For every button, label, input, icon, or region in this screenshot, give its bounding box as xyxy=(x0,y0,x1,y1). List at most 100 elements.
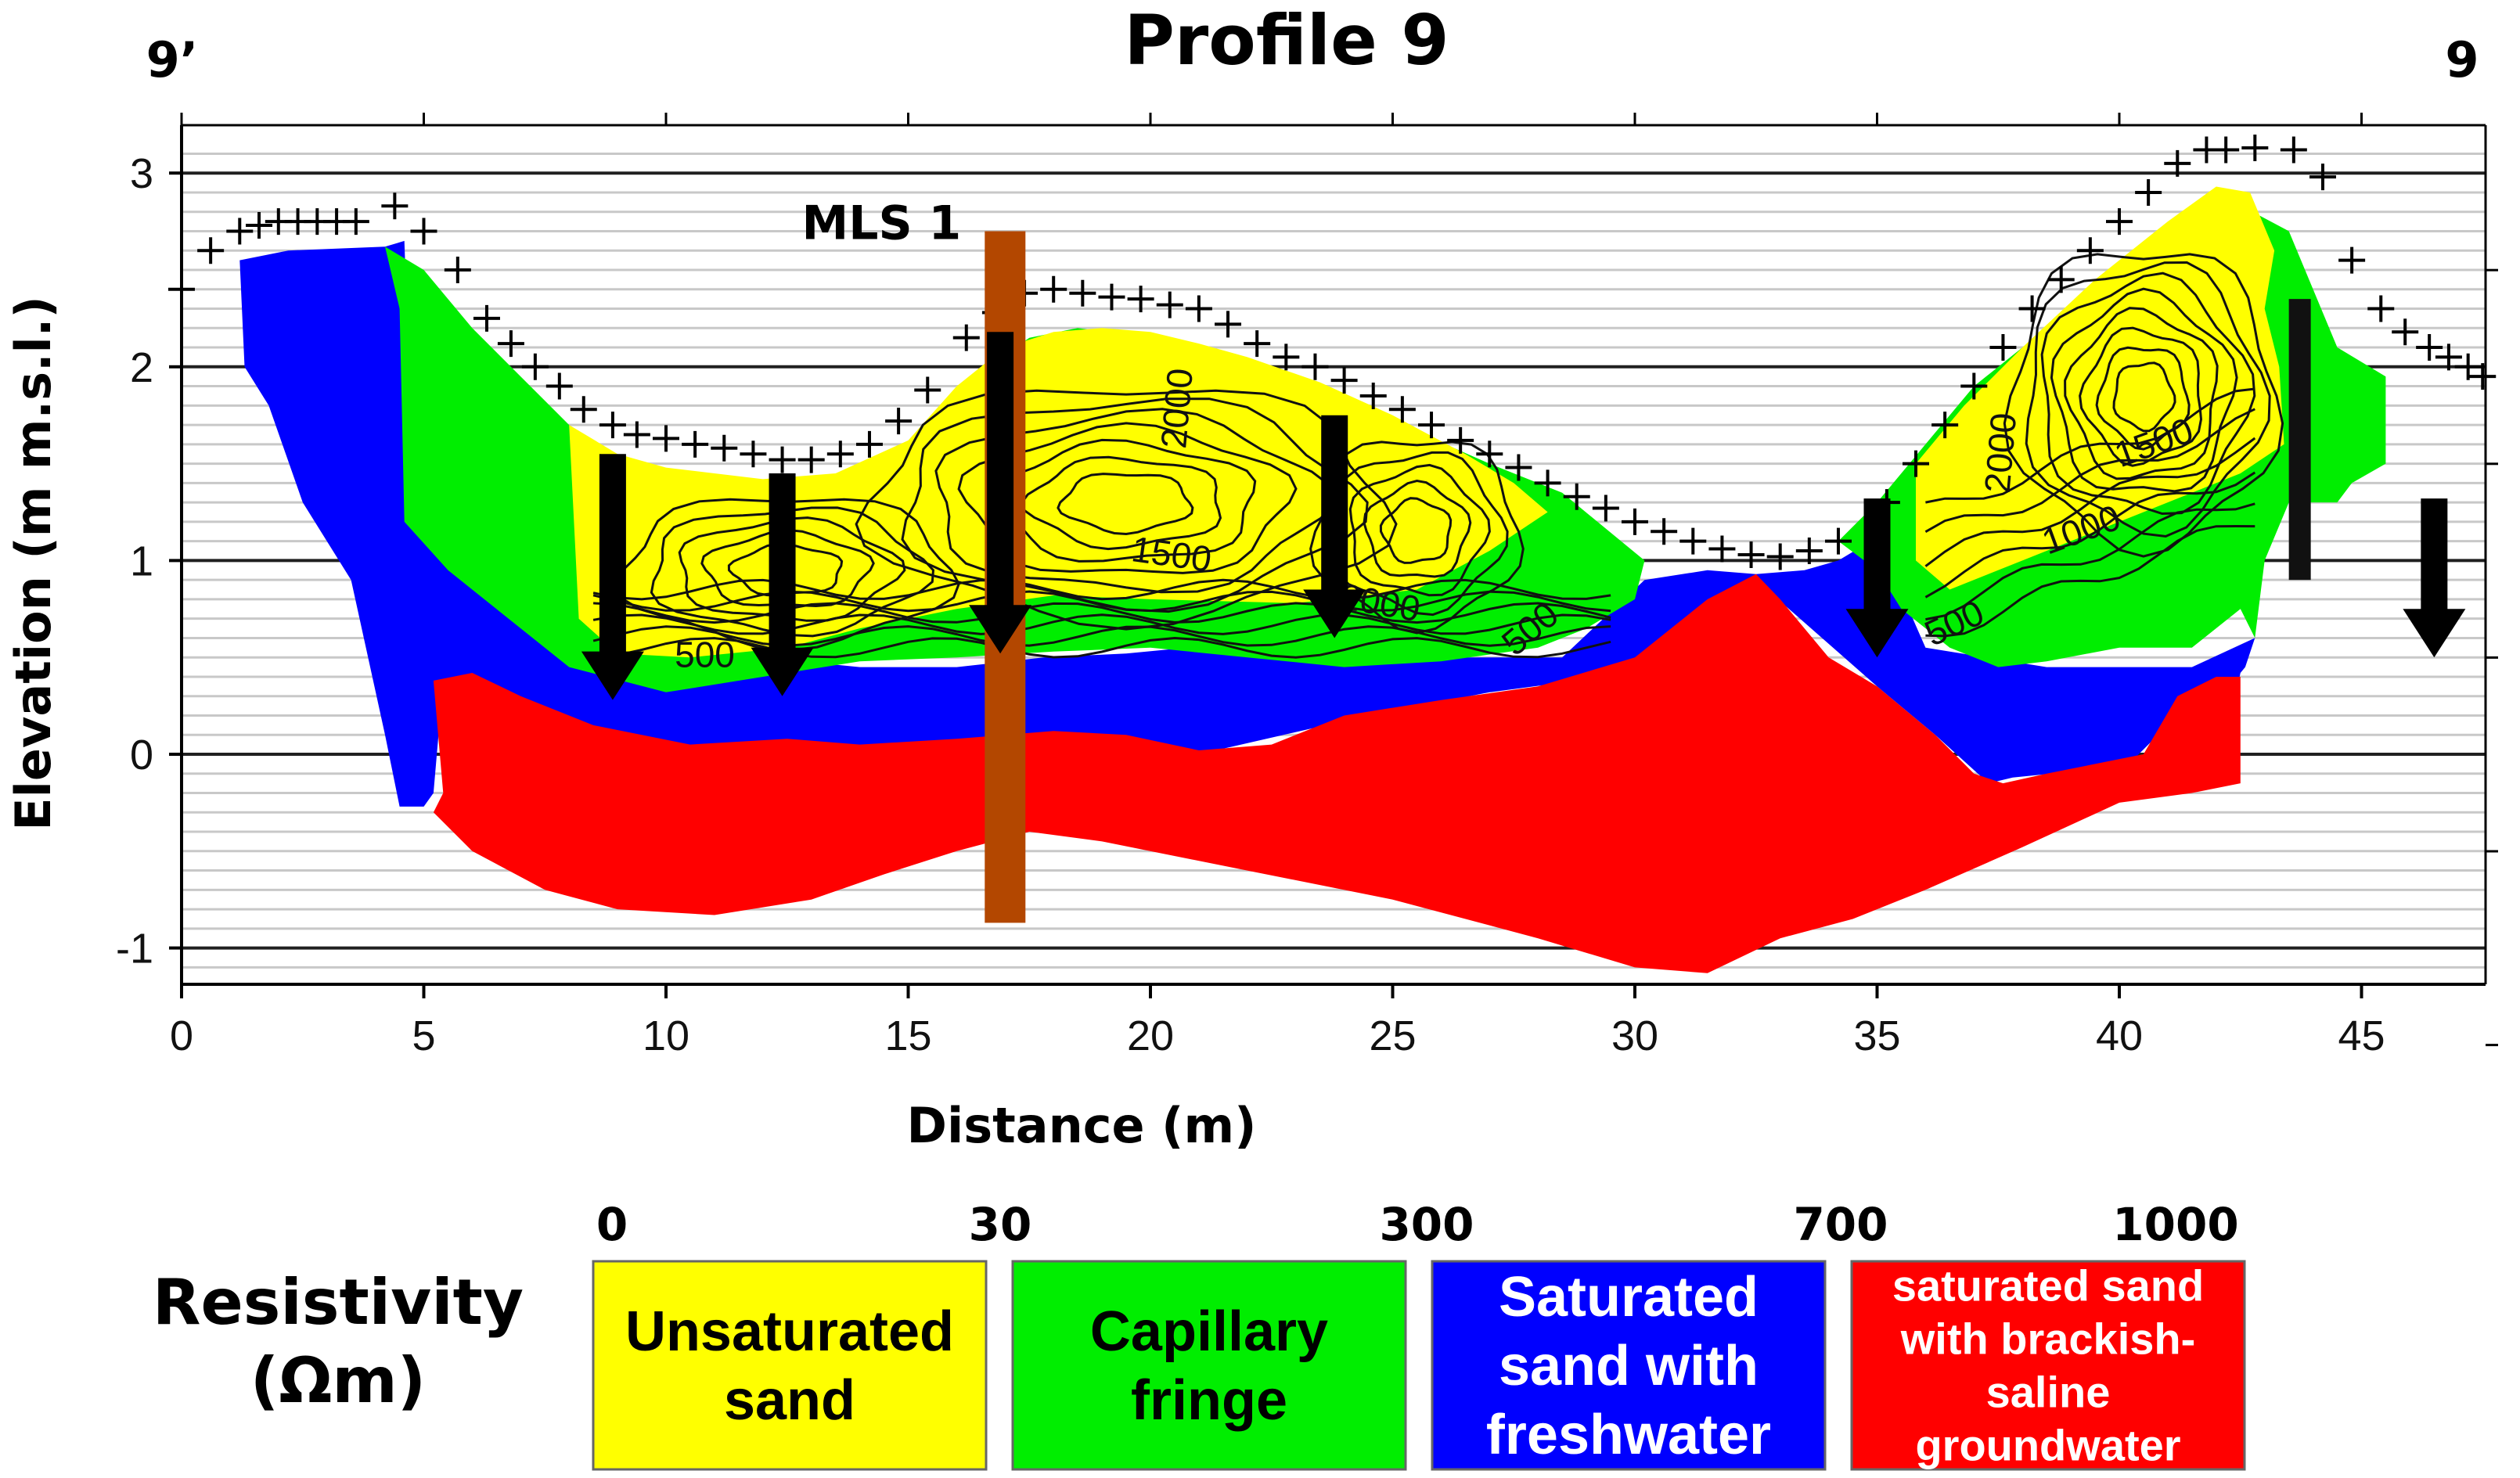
topography-point xyxy=(2164,149,2191,177)
contour-line-b-1 xyxy=(650,506,935,638)
legend-swatch xyxy=(1850,1260,2246,1471)
topography-point xyxy=(2135,178,2162,206)
topography-point xyxy=(1708,535,1736,563)
topography-point xyxy=(1592,494,1619,522)
profile-start-label: 9’ xyxy=(146,31,199,88)
contour-line-d-0 xyxy=(2003,253,2284,558)
topography-point xyxy=(769,446,796,473)
chart-title: Profile 9 xyxy=(1124,0,1449,81)
topography-point xyxy=(2106,208,2133,236)
topography-point xyxy=(473,304,500,332)
contour-line-d-2 xyxy=(2040,272,2256,516)
contour-band-east-4 xyxy=(1924,408,2255,534)
topography-point xyxy=(1679,527,1707,555)
topography-point xyxy=(381,192,409,220)
topography-point xyxy=(1795,538,1823,565)
contour-line-c-4 xyxy=(1379,497,1453,564)
water-table-arrow xyxy=(1845,498,1909,658)
water-table-arrow xyxy=(1303,415,1366,638)
x-tick-label: 0 xyxy=(170,1012,193,1059)
x-axis-title: Distance (m) xyxy=(907,1097,1257,1154)
topography-point xyxy=(226,218,254,245)
topography-point xyxy=(1330,367,1358,394)
topography-point xyxy=(1622,508,1648,535)
legend-item-text: Unsaturated xyxy=(625,1300,954,1363)
legend-bound-label: 30 xyxy=(969,1198,1032,1251)
y-tick-label: 3 xyxy=(130,150,153,197)
legend-item-text: groundwater xyxy=(1915,1421,2180,1470)
y-tick-label: 1 xyxy=(130,538,153,584)
topography-point xyxy=(1989,334,2017,361)
legend-item-text: fringe xyxy=(1131,1369,1287,1432)
water-table-arrow xyxy=(969,332,1032,654)
topography-point xyxy=(2280,136,2307,164)
topography-point xyxy=(1931,412,1959,439)
topography-point xyxy=(2212,136,2240,164)
topography-point xyxy=(1824,527,1852,555)
topography-point xyxy=(1903,450,1930,477)
x-tick-label: 5 xyxy=(412,1012,435,1059)
contour-line-c-3 xyxy=(1363,479,1472,578)
x-tick-label: 20 xyxy=(1127,1012,1174,1059)
contour-band-2 xyxy=(592,613,1611,635)
topography-point xyxy=(952,324,980,351)
x-tick-label: 35 xyxy=(1853,1012,1900,1059)
topography-point xyxy=(521,353,549,380)
x-tick-label: 40 xyxy=(2096,1012,2143,1059)
contour-band-east-3 xyxy=(1924,437,2256,567)
topography-point xyxy=(2416,334,2443,361)
legend-swatch xyxy=(592,1260,988,1471)
contour-line-a-0 xyxy=(855,389,1398,631)
contour-dense-edge xyxy=(2288,299,2311,581)
legend: Resistivity (Ωm) 0 30 300 700 1000 Unsaturate… xyxy=(153,1198,2246,1471)
topography-point xyxy=(2047,266,2075,293)
topography-point xyxy=(2392,318,2419,346)
contour-line-a-1 xyxy=(901,397,1369,613)
contour-line-d-3 xyxy=(2050,287,2238,493)
topography-point xyxy=(570,396,597,423)
topography-point xyxy=(1766,543,1794,570)
topography-point xyxy=(1388,396,1416,423)
legend-swatch xyxy=(1011,1260,1407,1471)
profile-end-label: 9 xyxy=(2445,31,2479,88)
topography-point xyxy=(2435,343,2462,371)
borehole-label: MLS 1 xyxy=(802,196,962,250)
contour-label: 500 xyxy=(675,635,735,675)
topography-point xyxy=(1418,412,1445,439)
legend-item-text: freshwater xyxy=(1486,1404,1771,1466)
topography-point xyxy=(497,330,524,358)
legend-item-text: Capillary xyxy=(1090,1300,1328,1363)
contour-line-d-5 xyxy=(2079,326,2203,467)
contour-band-east-2 xyxy=(1924,471,2256,599)
topography-point xyxy=(682,430,709,458)
contour-line-a-2 xyxy=(934,408,1336,594)
legend-item-text: sand with xyxy=(1499,1335,1759,1397)
topography-point xyxy=(1505,454,1532,481)
topography-point xyxy=(1737,541,1765,568)
legend-bound-label: 1000 xyxy=(2112,1198,2238,1251)
topography-point xyxy=(168,275,195,303)
contour-band-5 xyxy=(592,578,1611,601)
legend-bound-label: 700 xyxy=(1793,1198,1888,1251)
y-tick-label: 0 xyxy=(130,732,153,779)
contour-band-3 xyxy=(593,602,1611,624)
topography-point xyxy=(2309,164,2336,191)
topography-point xyxy=(1563,483,1590,510)
topography-point xyxy=(444,257,471,283)
topography-point xyxy=(545,372,573,400)
topography-point xyxy=(885,408,913,435)
y-tick-label: -1 xyxy=(116,926,153,973)
topography-point xyxy=(914,376,941,404)
water-table-arrow xyxy=(2403,498,2466,658)
topography-point xyxy=(1651,518,1678,545)
topography-point xyxy=(653,425,679,452)
legend-item-text: saline xyxy=(1986,1368,2111,1417)
topography-point xyxy=(1156,291,1183,318)
topography-point xyxy=(410,218,437,245)
legend-item-text: saturated sand xyxy=(1892,1261,2204,1311)
legend-bound-label: 300 xyxy=(1379,1198,1474,1251)
topography-point xyxy=(623,421,650,448)
y-axis-title: Elevation (m m.s.l.) xyxy=(5,296,62,830)
